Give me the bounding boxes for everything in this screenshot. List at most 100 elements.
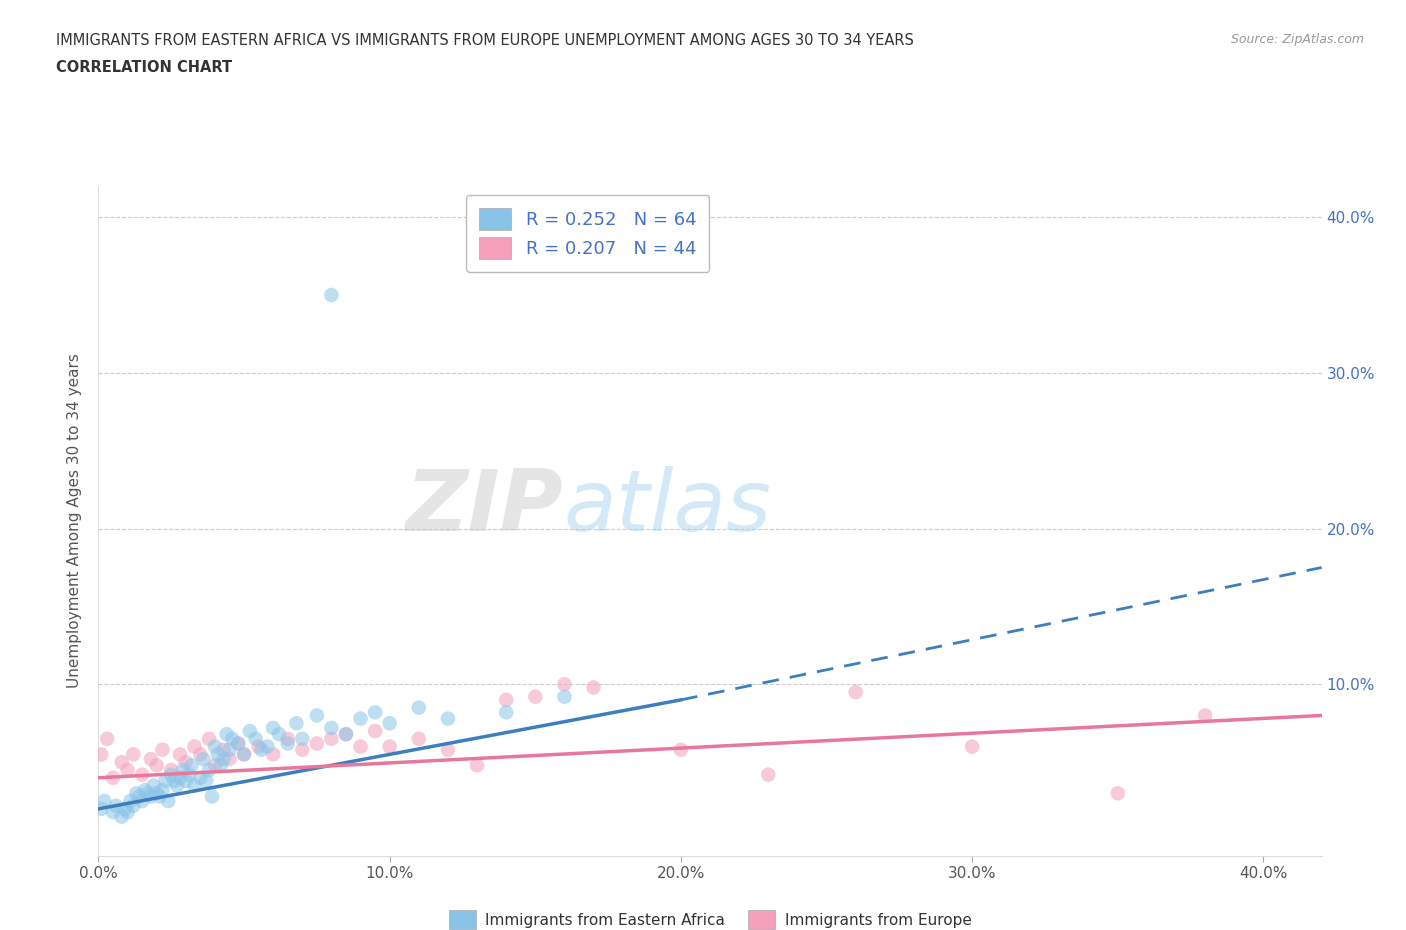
Point <box>104 798 127 813</box>
Point <box>960 739 983 754</box>
Point <box>198 731 221 746</box>
Point <box>262 747 284 762</box>
Point <box>215 726 238 741</box>
Point <box>152 742 174 757</box>
Point <box>93 793 115 808</box>
Point <box>204 758 226 773</box>
Point <box>582 680 605 695</box>
Point <box>149 789 172 804</box>
Point <box>166 778 188 793</box>
Point <box>101 770 124 785</box>
Text: ZIP: ZIP <box>405 466 564 549</box>
Point <box>90 802 112 817</box>
Point <box>212 751 235 766</box>
Point <box>169 747 191 762</box>
Point <box>335 726 357 741</box>
Text: IMMIGRANTS FROM EASTERN AFRICA VS IMMIGRANTS FROM EUROPE UNEMPLOYMENT AMONG AGES: IMMIGRANTS FROM EASTERN AFRICA VS IMMIGR… <box>56 33 914 47</box>
Point <box>291 731 314 746</box>
Point <box>256 739 278 754</box>
Point <box>247 739 270 754</box>
Point <box>163 774 186 789</box>
Point <box>277 736 299 751</box>
Point <box>139 751 162 766</box>
Point <box>437 742 460 757</box>
Point <box>193 751 215 766</box>
Point <box>756 767 779 782</box>
Point <box>117 763 139 777</box>
Point <box>195 774 218 789</box>
Point <box>122 747 145 762</box>
Point <box>136 786 159 801</box>
Point <box>183 739 205 754</box>
Point <box>321 731 343 746</box>
Point <box>845 684 868 699</box>
Point <box>169 770 191 785</box>
Point <box>305 708 328 723</box>
Text: Source: ZipAtlas.com: Source: ZipAtlas.com <box>1230 33 1364 46</box>
Text: CORRELATION CHART: CORRELATION CHART <box>56 60 232 75</box>
Point <box>465 758 488 773</box>
Point <box>134 783 156 798</box>
Point <box>145 758 167 773</box>
Point <box>553 689 575 704</box>
Point <box>101 804 124 819</box>
Point <box>157 793 180 808</box>
Point <box>131 793 153 808</box>
Point <box>321 287 343 302</box>
Point <box>120 793 142 808</box>
Point <box>209 758 232 773</box>
Point <box>128 789 150 804</box>
Point <box>125 786 148 801</box>
Point <box>96 731 118 746</box>
Point <box>152 783 174 798</box>
Point <box>349 711 371 726</box>
Point <box>90 747 112 762</box>
Point <box>111 809 134 824</box>
Point <box>139 789 162 804</box>
Legend: Immigrants from Eastern Africa, Immigrants from Europe: Immigrants from Eastern Africa, Immigran… <box>443 904 977 930</box>
Point <box>669 742 692 757</box>
Point <box>1194 708 1216 723</box>
Point <box>1107 786 1129 801</box>
Point <box>218 751 240 766</box>
Point <box>267 726 290 741</box>
Point <box>239 724 262 738</box>
Y-axis label: Unemployment Among Ages 30 to 34 years: Unemployment Among Ages 30 to 34 years <box>67 353 83 688</box>
Point <box>160 767 183 782</box>
Point <box>145 786 167 801</box>
Point <box>495 693 517 708</box>
Point <box>495 705 517 720</box>
Point <box>335 726 357 741</box>
Point <box>174 755 197 770</box>
Point <box>188 747 212 762</box>
Point <box>364 705 387 720</box>
Text: atlas: atlas <box>564 466 772 549</box>
Point <box>180 758 202 773</box>
Point <box>201 789 224 804</box>
Point <box>226 736 249 751</box>
Point <box>174 774 197 789</box>
Point <box>221 731 243 746</box>
Point <box>285 716 308 731</box>
Point <box>207 747 229 762</box>
Point <box>321 721 343 736</box>
Point <box>218 742 240 757</box>
Point <box>183 778 205 793</box>
Point <box>114 802 136 817</box>
Point <box>117 804 139 819</box>
Point <box>226 736 249 751</box>
Point <box>160 763 183 777</box>
Point <box>364 724 387 738</box>
Point <box>277 731 299 746</box>
Point <box>122 798 145 813</box>
Point <box>233 747 256 762</box>
Point <box>408 700 430 715</box>
Point <box>553 677 575 692</box>
Point <box>378 716 401 731</box>
Point <box>291 742 314 757</box>
Point <box>142 778 165 793</box>
Point <box>177 767 200 782</box>
Point <box>262 721 284 736</box>
Point <box>408 731 430 746</box>
Point <box>233 747 256 762</box>
